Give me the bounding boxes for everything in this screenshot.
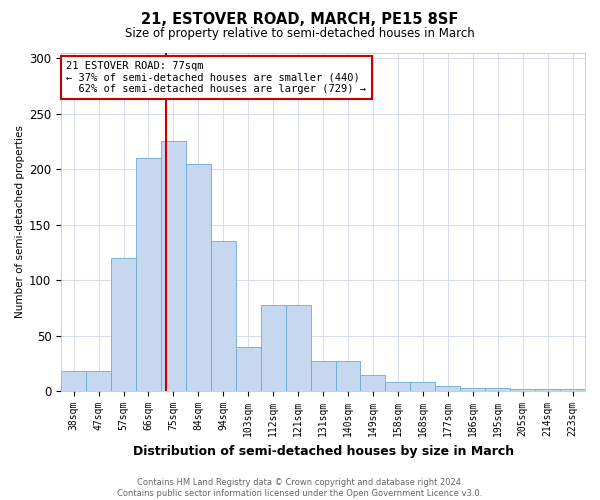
- Text: Size of property relative to semi-detached houses in March: Size of property relative to semi-detach…: [125, 28, 475, 40]
- Bar: [161, 142, 186, 391]
- Bar: [111, 258, 136, 391]
- Bar: [136, 158, 161, 391]
- Bar: [560, 389, 585, 391]
- Bar: [236, 347, 261, 391]
- Bar: [485, 388, 510, 391]
- Bar: [436, 386, 460, 391]
- Bar: [261, 304, 286, 391]
- Bar: [535, 389, 560, 391]
- Bar: [186, 164, 211, 391]
- Text: 21, ESTOVER ROAD, MARCH, PE15 8SF: 21, ESTOVER ROAD, MARCH, PE15 8SF: [142, 12, 458, 28]
- Bar: [211, 242, 236, 391]
- Bar: [510, 389, 535, 391]
- Bar: [385, 382, 410, 391]
- Bar: [311, 361, 335, 391]
- Y-axis label: Number of semi-detached properties: Number of semi-detached properties: [15, 126, 25, 318]
- Bar: [86, 371, 111, 391]
- Bar: [335, 361, 361, 391]
- Bar: [286, 304, 311, 391]
- Text: 21 ESTOVER ROAD: 77sqm
← 37% of semi-detached houses are smaller (440)
  62% of : 21 ESTOVER ROAD: 77sqm ← 37% of semi-det…: [67, 61, 367, 94]
- Bar: [460, 388, 485, 391]
- Bar: [410, 382, 436, 391]
- Text: Contains HM Land Registry data © Crown copyright and database right 2024.
Contai: Contains HM Land Registry data © Crown c…: [118, 478, 482, 498]
- Bar: [61, 371, 86, 391]
- Bar: [361, 374, 385, 391]
- X-axis label: Distribution of semi-detached houses by size in March: Distribution of semi-detached houses by …: [133, 444, 514, 458]
